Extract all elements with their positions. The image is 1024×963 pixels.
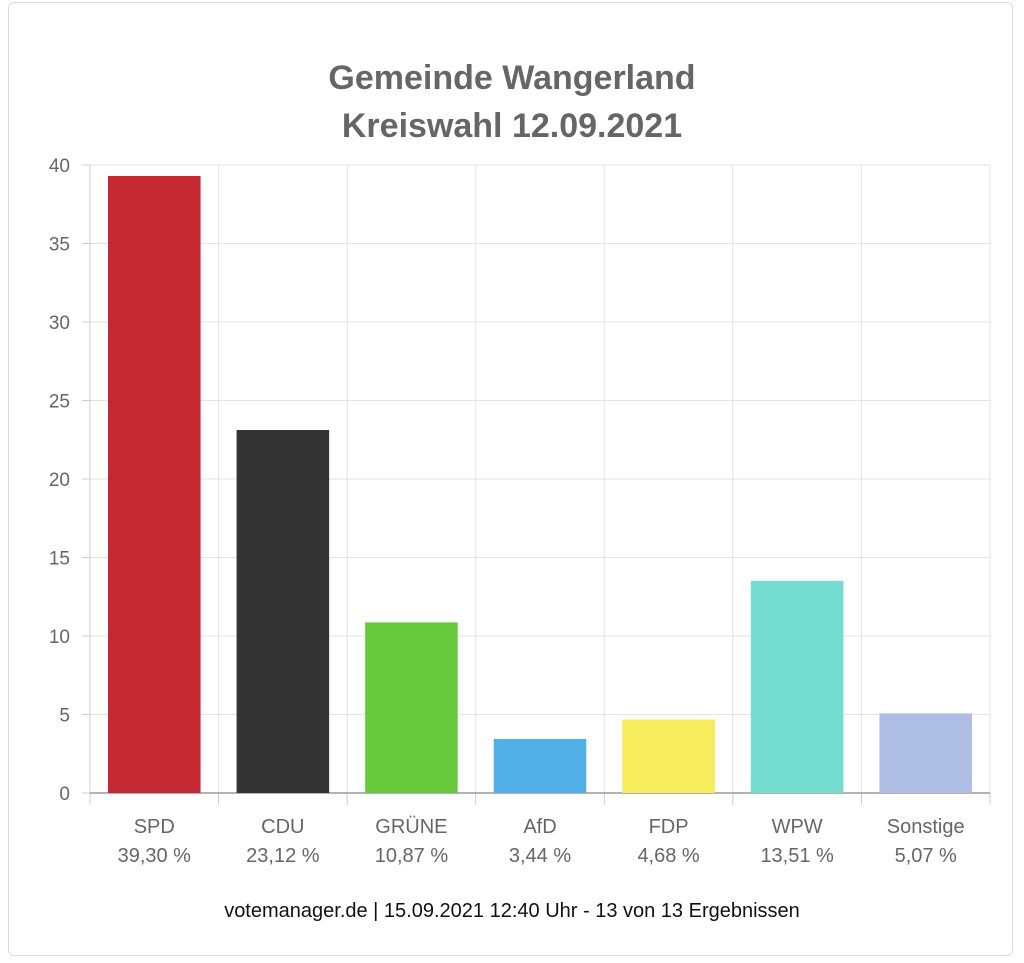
y-tick-label: 10	[49, 627, 70, 648]
bar-cdu	[236, 430, 330, 793]
category-label: FDP	[649, 816, 689, 838]
bar-fdp	[622, 719, 715, 793]
y-tick-label: 25	[49, 392, 70, 413]
category-label: WPW	[772, 816, 823, 838]
category-label: Sonstige	[887, 816, 965, 838]
bar-sonstige	[879, 713, 972, 793]
grid-lines	[89, 164, 991, 793]
chart-subtitle: Kreiswahl 12.09.2021	[341, 107, 683, 145]
axis-labels: 0 5 10 15 20 25 30 35 40 SPD 39,30 % CDU 23,12 % GRÜN…	[49, 156, 965, 867]
y-tick-label: 0	[59, 784, 70, 805]
bar-gr-ne	[365, 622, 458, 793]
value-label: 10,87 %	[375, 845, 449, 867]
bars	[108, 175, 972, 794]
value-label: 3,44 %	[509, 845, 571, 867]
category-label: GRÜNE	[375, 816, 447, 838]
y-tick-label: 40	[49, 156, 70, 177]
y-tick-label: 35	[49, 235, 70, 256]
value-label: 4,68 %	[637, 845, 699, 867]
category-label: SPD	[134, 816, 175, 838]
y-tick-label: 20	[49, 470, 70, 491]
bar-afd	[493, 738, 587, 793]
y-tick-label: 5	[59, 706, 70, 727]
category-label: CDU	[261, 816, 304, 838]
value-label: 23,12 %	[246, 845, 320, 867]
bar-spd	[108, 175, 201, 794]
chart-title: Gemeinde Wangerland	[328, 59, 696, 97]
source-footer: votemanager.de | 15.09.2021 12:40 Uhr - …	[224, 900, 800, 922]
bar-wpw	[750, 580, 844, 793]
value-label: 5,07 %	[895, 845, 957, 867]
y-tick-label: 15	[49, 549, 70, 570]
value-label: 13,51 %	[760, 845, 834, 867]
value-label: 39,30 %	[118, 845, 192, 867]
y-tick-label: 30	[49, 313, 70, 334]
category-label: AfD	[523, 816, 556, 838]
